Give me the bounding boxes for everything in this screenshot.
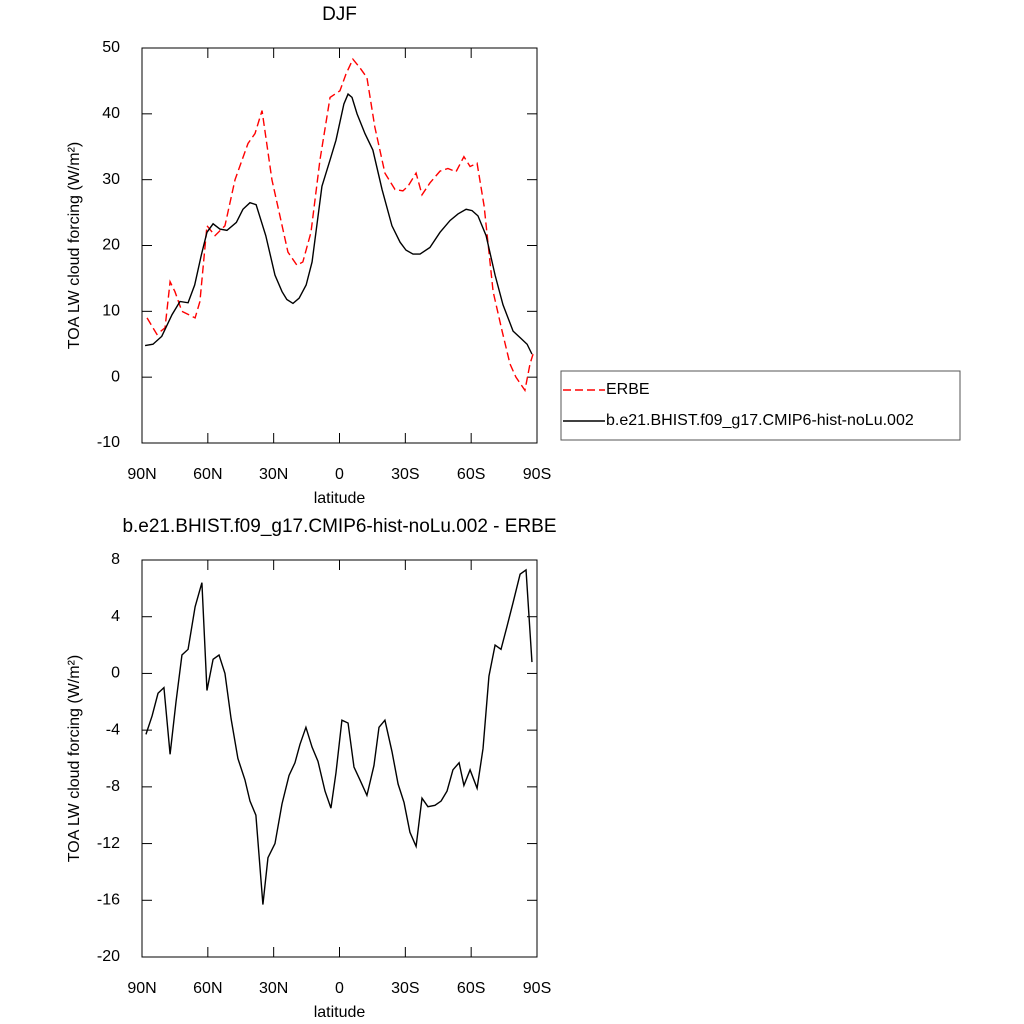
y-tick-label: 30 (102, 171, 120, 188)
x-tick-label: 90N (127, 466, 156, 483)
x-tick-label: 60N (193, 466, 222, 483)
y-tick-label: 20 (102, 237, 120, 254)
data-line (144, 92, 533, 355)
x-tick-label: 0 (335, 980, 344, 997)
x-tick-label: 90S (523, 466, 551, 483)
plot-frame (141, 47, 538, 444)
y-tick-label: 0 (111, 368, 120, 385)
y-axis-label: TOA LW cloud forcing (W/m²) (66, 142, 83, 349)
x-tick-label: 60S (457, 980, 485, 997)
chart-title: b.e21.BHIST.f09_g17.CMIP6-hist-noLu.002 … (122, 516, 556, 537)
x-tick-label: 0 (335, 466, 344, 483)
y-tick-label: -4 (106, 721, 120, 738)
y-tick-label: -10 (97, 434, 120, 451)
x-tick-label: 30S (391, 980, 419, 997)
x-axis-label: latitude (314, 1004, 366, 1021)
x-tick-label: 60N (193, 980, 222, 997)
data-line (146, 57, 534, 393)
x-tick-label: 60S (457, 466, 485, 483)
plot-frame (141, 559, 538, 958)
x-axis-label: latitude (314, 490, 366, 507)
x-tick-label: 90N (127, 980, 156, 997)
y-tick-label: -16 (97, 892, 120, 909)
y-tick-label: 40 (102, 105, 120, 122)
x-tick-label: 30N (259, 466, 288, 483)
y-tick-label: 8 (111, 551, 120, 568)
y-tick-label: 4 (111, 608, 120, 625)
y-axis-label: TOA LW cloud forcing (W/m²) (66, 655, 83, 862)
data-line (145, 568, 533, 905)
y-tick-label: -20 (97, 948, 120, 965)
legend-box (560, 370, 961, 441)
y-tick-label: 50 (102, 39, 120, 56)
legend-label: ERBE (606, 381, 650, 398)
x-tick-label: 90S (523, 980, 551, 997)
legend-label: b.e21.BHIST.f09_g17.CMIP6-hist-noLu.002 (606, 412, 914, 429)
x-tick-label: 30N (259, 980, 288, 997)
x-tick-label: 30S (391, 466, 419, 483)
y-tick-label: -8 (106, 778, 120, 795)
y-tick-label: 10 (102, 303, 120, 320)
chart-title: DJF (322, 4, 357, 25)
y-tick-label: 0 (111, 665, 120, 682)
y-tick-label: -12 (97, 835, 120, 852)
